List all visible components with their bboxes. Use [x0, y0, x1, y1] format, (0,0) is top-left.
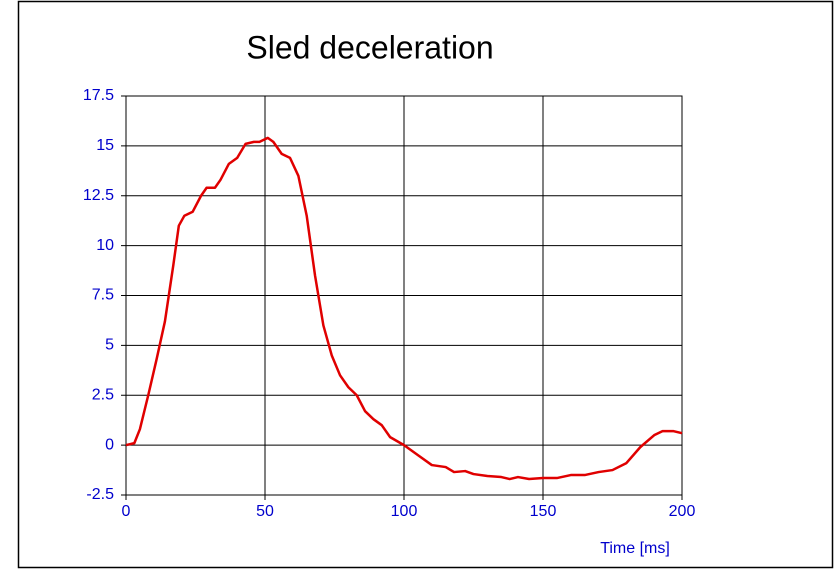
x-axis-label: Time [ms] [600, 540, 670, 557]
y-tick-label: 7.5 [92, 287, 114, 304]
y-tick-label: -2.5 [86, 486, 114, 503]
y-tick-label: 17.5 [83, 87, 114, 104]
y-tick-label: 0 [105, 436, 114, 453]
plot-frame [125, 95, 683, 496]
y-tick-label: 12.5 [83, 187, 114, 204]
x-tick-label: 200 [669, 503, 696, 520]
frame [17, 0, 834, 569]
chart-title: Sled deceleration [246, 29, 493, 65]
y-tick-label: 2.5 [92, 386, 114, 403]
y-tick-label: 10 [96, 237, 114, 254]
x-tick-label: 50 [256, 503, 274, 520]
y-tick-label: 5 [105, 337, 114, 354]
y-tick-label: 15 [96, 137, 114, 154]
x-tick-label: 100 [391, 503, 418, 520]
x-tick-label: 0 [122, 503, 131, 520]
data-line [125, 136, 683, 481]
x-tick-label: 150 [530, 503, 557, 520]
